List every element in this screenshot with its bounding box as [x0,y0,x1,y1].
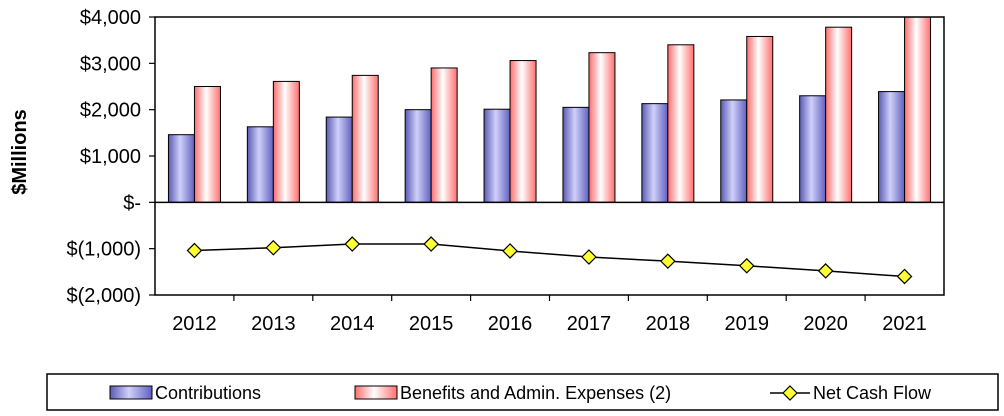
x-tick-label: 2012 [172,313,217,335]
net-cash-flow-point [660,253,676,270]
x-tick-label: 2019 [725,313,770,335]
bar-contributions [720,99,748,203]
net-cash-flow-point [817,263,834,279]
net-cash-flow-point [502,243,518,259]
x-tick-label: 2021 [882,313,927,335]
y-tick-labels: $4,000 $3,000 $2,000 $1,000 $- $(1,000) $(2,00… [67,7,155,307]
x-tick-label: 2015 [409,313,454,335]
net-cash-flow-point [896,268,913,285]
y-tick-label: $2,000 [80,100,141,122]
bar-contributions [878,91,906,203]
bar-benefits [667,44,695,203]
legend-swatch-net-cash-flow-marker [782,385,798,401]
legend-label-contributions: Contributions [155,383,261,403]
bar-benefits [825,26,853,203]
y-tick-label: $(1,000) [67,239,142,261]
x-tick-label: 2018 [646,313,691,335]
x-tick-label: 2014 [330,313,375,335]
bar-benefits [746,35,774,203]
net-cash-flow-point [581,249,597,265]
legend-label-net-cash-flow: Net Cash Flow [813,383,932,403]
bar-contributions [167,134,195,203]
net-cash-flow-point [344,236,361,252]
net-cash-flow-point [265,239,282,256]
net-cash-flow-series [186,236,913,285]
y-tick-label: $3,000 [80,53,141,75]
legend-swatch-benefits [354,385,398,400]
x-tick-label: 2013 [251,313,296,335]
net-cash-flow-point [423,236,439,252]
y-axis-label: $Millions [9,109,31,195]
bar-contributions [325,116,353,203]
bar-benefits [430,67,458,203]
x-tick-label: 2016 [488,313,533,335]
bar-contributions [404,109,432,203]
legend: Contributions Benefits and Admin. Expens… [46,373,999,411]
net-cash-flow-line [194,243,905,278]
bar-contributions [483,108,511,203]
legend-swatch-contributions [109,385,153,400]
y-tick-label: $1,000 [80,146,141,168]
x-tick-labels: 2012 2013 2014 2015 2016 2017 2018 2019 2020 2021 [172,295,927,335]
y-tick-label: $4,000 [80,7,141,29]
bar-benefits [509,60,537,203]
net-cash-flow-point [186,242,203,259]
net-cash-flow-point [738,257,755,274]
y-tick-label: $(2,000) [67,285,142,307]
x-tick-label: 2017 [567,313,612,335]
y-tick-label: $- [123,192,141,214]
bar-benefits [351,74,379,203]
bar-contributions [799,95,827,203]
plot-frame [154,16,945,296]
bar-benefits [193,86,221,203]
bar-contributions [246,126,274,203]
bars [167,16,932,203]
legend-frame [46,373,999,411]
bar-benefits [588,52,616,203]
bar-benefits [272,80,300,203]
bar-contributions [641,103,669,203]
x-tick-label: 2020 [803,313,848,335]
legend-label-benefits: Benefits and Admin. Expenses (2) [400,383,671,403]
bar-benefits [904,16,932,203]
bar-contributions [562,106,590,203]
